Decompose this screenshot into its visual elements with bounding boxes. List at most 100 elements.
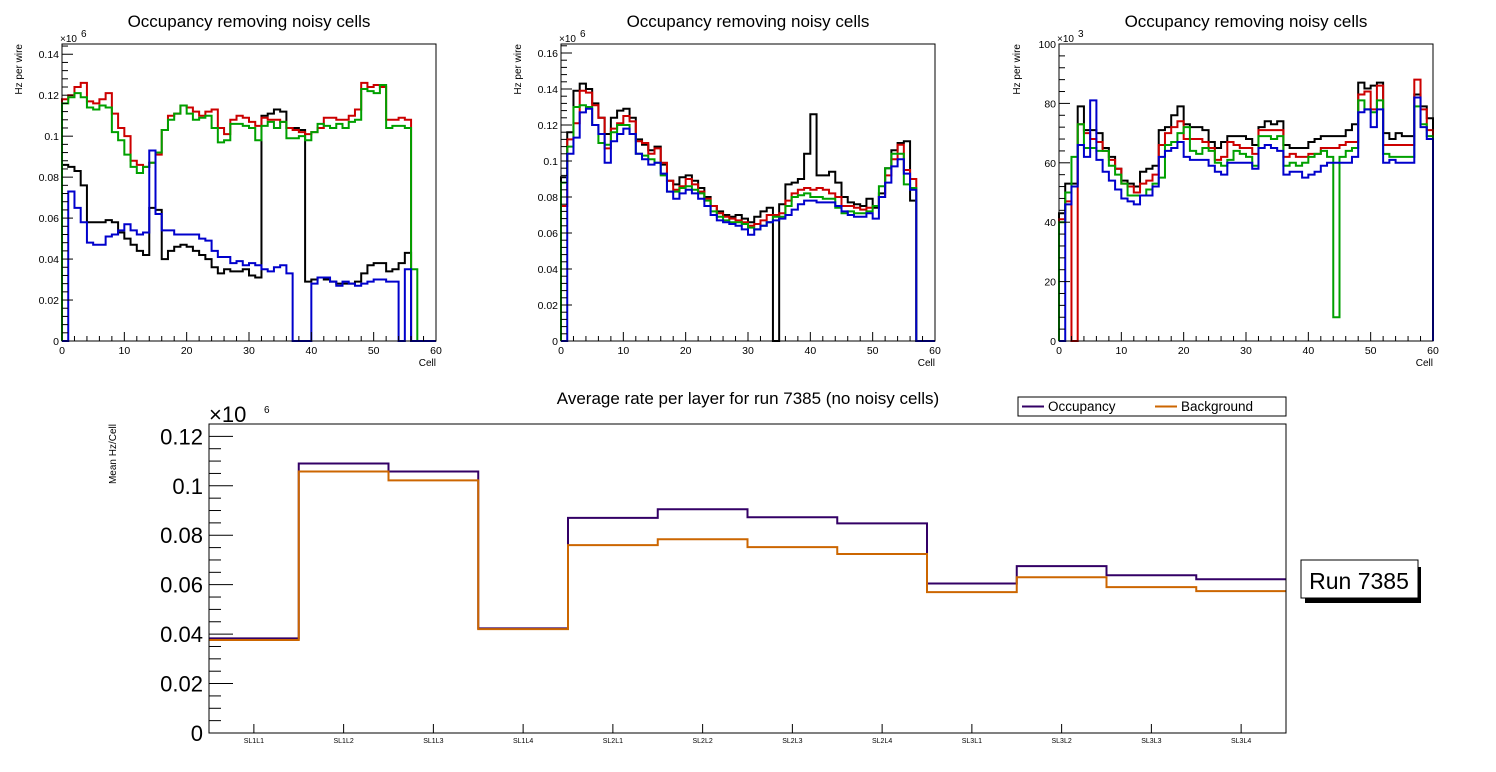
x-tick-label: 0: [1056, 345, 1062, 357]
chart-title: Occupancy removing noisy cells: [128, 12, 371, 31]
x-axis-label: Cell: [1416, 358, 1433, 369]
x-category-label: SL2L2: [693, 738, 713, 745]
axis-multiplier-exponent: 6: [81, 29, 87, 40]
y-axis-label: Hz per wire: [1012, 44, 1023, 95]
axis-multiplier-exponent: 6: [580, 29, 586, 40]
y-tick-label: 0.02: [39, 295, 60, 307]
y-tick-label: 0: [552, 336, 558, 348]
y-tick-label: 0.16: [538, 48, 559, 60]
histogram-panel-2: Occupancy removing noisy cells 0 10 20 30 40 5…: [513, 12, 941, 369]
y-tick-label: 0.12: [39, 90, 60, 102]
x-tick-label: 40: [1302, 345, 1314, 357]
series-background-line: [209, 470, 1286, 642]
y-tick-label: 0.12: [538, 120, 559, 132]
axis-multiplier: ×10: [60, 34, 77, 45]
x-category-label: SL2L4: [872, 738, 892, 745]
y-tick-label: 0.04: [39, 254, 60, 266]
x-tick-label: 30: [1240, 345, 1252, 357]
x-tick-label: 40: [804, 345, 816, 357]
y-tick-label: 20: [1044, 277, 1056, 289]
y-tick-label: 0.02: [160, 672, 203, 697]
y-tick-label: 0.08: [39, 172, 60, 184]
y-axis-label: Mean Hz/Cell: [108, 424, 119, 484]
annotation-text: Run 7385: [1309, 568, 1409, 594]
x-tick-label: 20: [181, 345, 193, 357]
x-tick-label: 50: [867, 345, 879, 357]
y-tick-label: 0: [1050, 336, 1056, 348]
series-blue-line: [62, 149, 436, 342]
x-tick-label: 20: [1178, 345, 1190, 357]
series-red-line: [1058, 78, 1434, 342]
axis-multiplier: ×10: [559, 34, 576, 45]
y-tick-label: 100: [1038, 39, 1056, 51]
y-axis-label: Hz per wire: [513, 44, 524, 95]
legend-box: [1017, 396, 1287, 417]
y-tick-label: 40: [1044, 217, 1056, 229]
y-tick-label: 0.12: [160, 424, 203, 449]
y-tick-label: 0.04: [160, 622, 203, 647]
x-category-label: SL2L3: [782, 738, 802, 745]
x-tick-label: 40: [305, 345, 317, 357]
x-tick-label: 10: [118, 345, 130, 357]
y-tick-label: 0.06: [160, 573, 203, 598]
chart-title: Occupancy removing noisy cells: [1125, 12, 1368, 31]
series-green-line: [560, 104, 935, 342]
x-category-label: SL3L1: [962, 738, 982, 745]
x-tick-label: 50: [1365, 345, 1377, 357]
run-annotation: Run 7385: [1300, 559, 1421, 603]
x-tick-label: 20: [680, 345, 692, 357]
axis-multiplier: ×10: [1057, 34, 1074, 45]
y-tick-label: 0.04: [538, 264, 559, 276]
axis-multiplier-exponent: 3: [1078, 29, 1084, 40]
x-category-label: SL1L2: [334, 738, 354, 745]
y-tick-label: 80: [1044, 98, 1056, 110]
chart-title: Occupancy removing noisy cells: [627, 12, 870, 31]
x-tick-label: 0: [558, 345, 564, 357]
x-category-label: SL2L1: [603, 738, 623, 745]
series-blue-line: [561, 107, 935, 342]
x-category-label: SL1L4: [513, 738, 533, 745]
plot-frame: [208, 423, 1287, 734]
y-axis-label: Hz per wire: [14, 44, 25, 95]
legend-label-background: Background: [1181, 399, 1253, 414]
series-occupancy-line: [209, 462, 1286, 640]
y-tick-label: 0.1: [172, 474, 203, 499]
x-category-label: SL3L4: [1231, 738, 1251, 745]
y-tick-label: 0: [191, 721, 203, 746]
x-tick-label: 60: [430, 345, 442, 357]
y-tick-label: 0.14: [39, 49, 60, 61]
y-tick-label: 0.08: [160, 523, 203, 548]
legend-label-occupancy: Occupancy: [1048, 399, 1116, 414]
x-axis-label: Cell: [419, 358, 436, 369]
x-category-label: SL3L3: [1141, 738, 1161, 745]
y-tick-label: 0.1: [44, 131, 59, 143]
y-tick-label: 0.02: [538, 300, 559, 312]
x-category-label: SL1L1: [244, 738, 264, 745]
x-tick-label: 60: [1427, 345, 1439, 357]
axis-multiplier-exponent: 6: [264, 405, 270, 416]
x-tick-label: 0: [59, 345, 65, 357]
layer-summary-panel: Average rate per layer for run 7385 (no …: [108, 389, 1287, 746]
x-tick-label: 30: [742, 345, 754, 357]
x-tick-label: 10: [1115, 345, 1127, 357]
y-tick-label: 0.1: [543, 156, 558, 168]
series-blue-line: [1059, 96, 1434, 342]
annotation-box: [1300, 559, 1419, 599]
histogram-panel-1: Occupancy removing noisy cells 0 10 20 30 40 5…: [14, 12, 442, 369]
series-red-line: [560, 89, 935, 342]
x-tick-label: 30: [243, 345, 255, 357]
legend: Occupancy Background: [1017, 396, 1287, 417]
axis-multiplier: ×10: [209, 402, 246, 427]
x-tick-label: 50: [368, 345, 380, 357]
series-black-line: [61, 108, 436, 342]
series-black-line: [560, 82, 935, 342]
x-axis-label: Cell: [918, 358, 935, 369]
x-category-label: SL3L2: [1052, 738, 1072, 745]
y-tick-label: 0.06: [538, 228, 559, 240]
chart-title: Average rate per layer for run 7385 (no …: [557, 389, 939, 408]
x-tick-label: 60: [929, 345, 941, 357]
x-tick-label: 10: [617, 345, 629, 357]
x-category-label: SL1L3: [423, 738, 443, 745]
y-tick-label: 0: [53, 336, 59, 348]
